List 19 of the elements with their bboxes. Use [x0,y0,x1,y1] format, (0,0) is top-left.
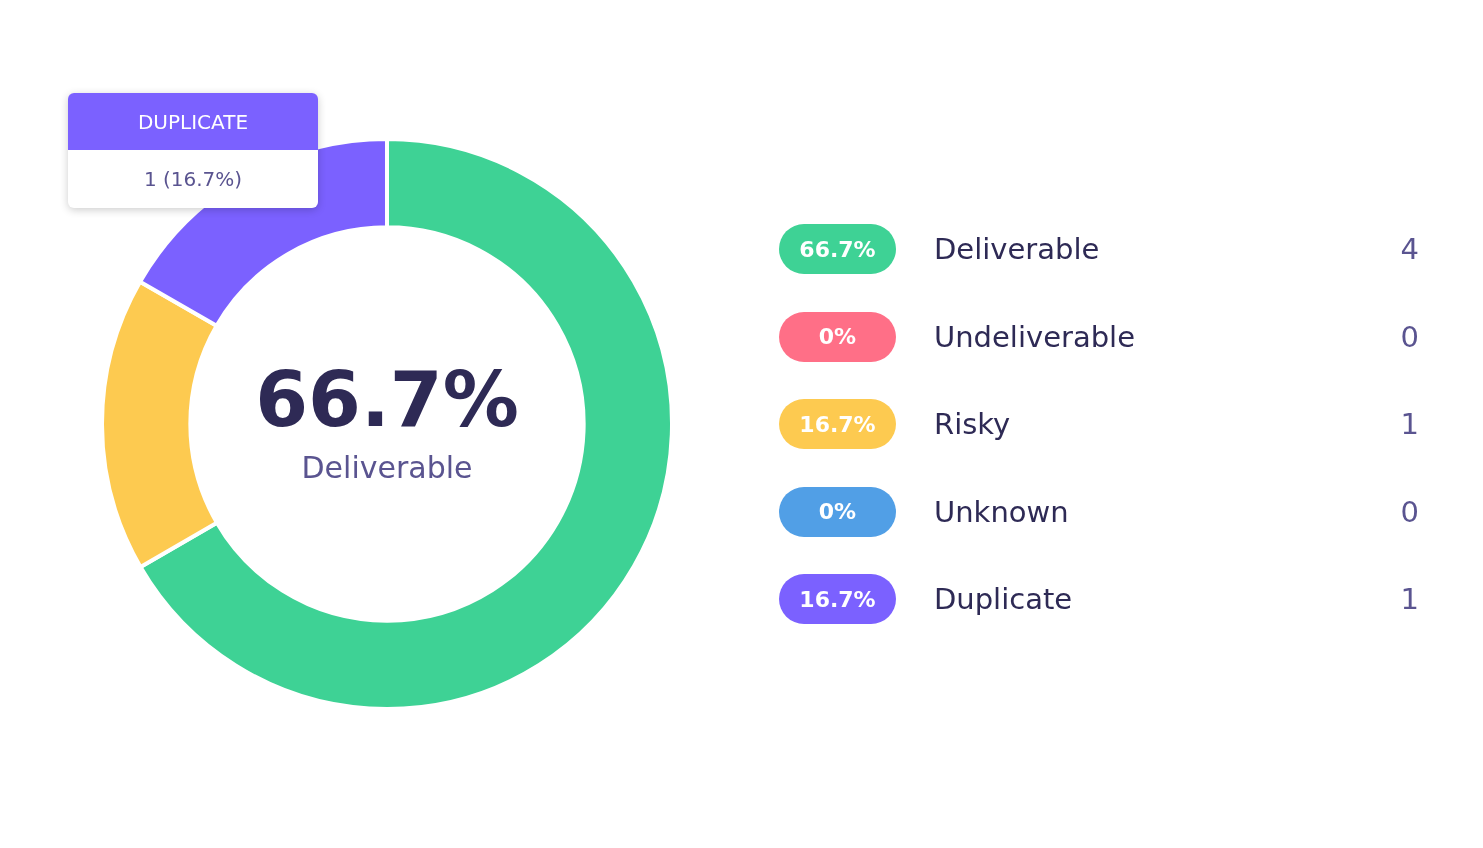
legend-label: Duplicate [934,582,1074,616]
text: 16.7% [799,411,876,437]
legend-label: Deliverable [934,232,1101,266]
text: DUPLICATE [68,93,318,150]
slice-label: Deliverable [300,450,474,485]
legend-label: Undeliverable [934,319,1136,354]
legend-label: Risky [934,407,1012,441]
text: 1 [1400,582,1419,616]
text: 16.7% [799,586,876,612]
text: 66.7% [799,236,876,262]
text: 4 [1400,232,1419,266]
legend-label: Unknown [934,494,1070,529]
text: 66.7% [254,355,520,444]
text: 0% [818,324,857,349]
text: 1 [1400,407,1419,441]
text: 0% [818,499,857,524]
text: 0 [1400,494,1419,529]
text: 1 (16.7%) [142,166,244,193]
text: 0 [1400,319,1419,354]
